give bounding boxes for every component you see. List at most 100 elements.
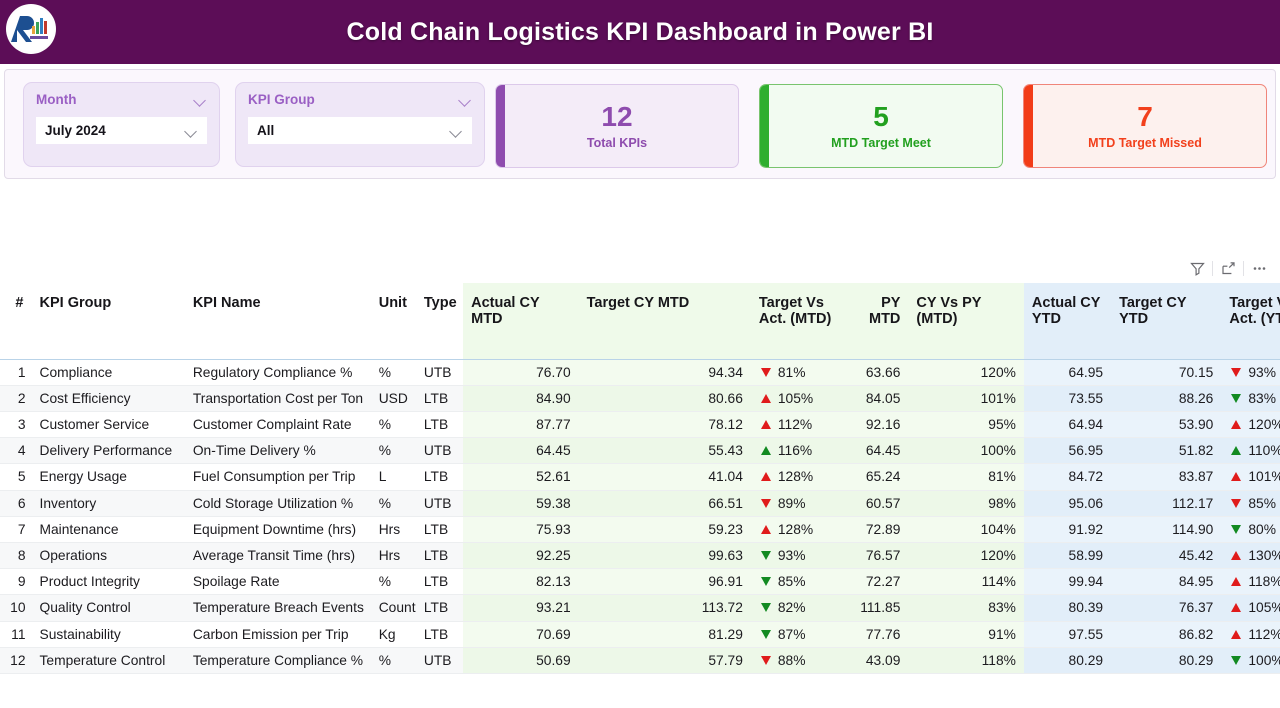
slicer-month[interactable]: Month July 2024 <box>23 82 220 167</box>
toolbar-divider <box>1212 260 1213 276</box>
cell-target-cy-mtd: 80.66 <box>578 385 751 412</box>
delta-value: 128% <box>777 521 814 537</box>
table-row[interactable]: 8 Operations Average Transit Time (hrs) Hrs… <box>0 542 1280 570</box>
cell-target-vs-act-mtd: 89% <box>750 490 846 517</box>
cell-target-vs-act-mtd: 85% <box>750 568 846 596</box>
cell-kpi-group: Maintenance <box>31 516 185 543</box>
more-options-icon[interactable] <box>1246 255 1272 281</box>
cell-target-cy-mtd: 55.43 <box>578 437 751 465</box>
cell-actual-cy-ytd: 95.06 <box>1023 490 1112 517</box>
triangle-up-icon <box>760 472 771 482</box>
column-header-target-cy-mtd[interactable]: Target CY MTD <box>578 283 751 360</box>
table-row[interactable]: 5 Energy Usage Fuel Consumption per Trip L L… <box>0 463 1280 491</box>
cell-type: LTB <box>415 516 464 543</box>
kpi-card-label: MTD Target Meet <box>831 135 931 150</box>
cell-type: UTB <box>415 437 464 465</box>
focus-mode-icon[interactable] <box>1215 255 1241 281</box>
cell-actual-cy-mtd: 64.45 <box>463 437 579 465</box>
cell-unit: L <box>370 463 416 491</box>
cell-target-cy-mtd: 113.72 <box>578 594 751 622</box>
cell-cy-vs-py-mtd: 91% <box>908 621 1024 648</box>
cell-kpi-name: Temperature Breach Events <box>184 594 371 622</box>
cell-target-vs-act-ytd: 110% <box>1221 437 1280 465</box>
cell-cy-vs-py-mtd: 100% <box>908 437 1024 465</box>
cell-target-vs-act-ytd: 80% <box>1221 516 1280 543</box>
table-row[interactable]: 1 Compliance Regulatory Compliance %% UTB 76… <box>0 359 1280 386</box>
triangle-down-icon <box>760 655 771 665</box>
triangle-down-icon <box>760 367 771 377</box>
column-header-actual-cy-ytd[interactable]: Actual CY YTD <box>1023 283 1112 360</box>
chevron-down-icon[interactable] <box>185 127 198 135</box>
triangle-down-icon <box>760 498 771 508</box>
cell-kpi-name: Regulatory Compliance % <box>184 359 371 386</box>
cell-actual-cy-mtd: 75.93 <box>463 516 579 543</box>
column-header-kpi-name[interactable]: KPI Name <box>184 283 371 360</box>
kpi-card-mtd-target-meet[interactable]: 5 MTD Target Meet <box>759 84 1003 168</box>
cell-kpi-name: Fuel Consumption per Trip <box>184 463 371 491</box>
cell-target-vs-act-mtd: 81% <box>750 359 846 386</box>
chevron-down-icon[interactable] <box>194 96 207 104</box>
chevron-down-icon[interactable] <box>450 127 463 135</box>
table-row[interactable]: 12 Temperature Control Temperature Complia… <box>0 647 1280 674</box>
kpi-card-mtd-target-missed[interactable]: 7 MTD Target Missed <box>1023 84 1267 168</box>
table-row[interactable]: 11 Sustainability Carbon Emission per Trip… <box>0 621 1280 648</box>
column-header-py-mtd[interactable]: PY MTD <box>845 283 909 360</box>
cell-kpi-name: Equipment Downtime (hrs) <box>184 516 371 543</box>
cell-kpi-group: Temperature Control <box>31 647 185 674</box>
filter-icon[interactable] <box>1184 255 1210 281</box>
cell-index: 2 <box>0 385 32 412</box>
column-header-target-cy-ytd[interactable]: Target CY YTD <box>1111 283 1222 360</box>
triangle-up-icon <box>760 524 771 534</box>
card-accent-bar <box>760 85 769 167</box>
cell-kpi-group: Inventory <box>31 490 185 517</box>
column-header-unit[interactable]: Unit <box>370 283 416 360</box>
delta-value: 118% <box>1248 574 1280 590</box>
cell-type: LTB <box>415 594 464 622</box>
column-header-kpi-group[interactable]: KPI Group <box>31 283 185 360</box>
card-accent-bar <box>1024 85 1033 167</box>
triangle-down-icon <box>1231 393 1242 403</box>
column-header-type[interactable]: Type <box>415 283 464 360</box>
page-title: Cold Chain Logistics KPI Dashboard in Po… <box>346 17 934 46</box>
cell-kpi-name: Carbon Emission per Trip <box>184 621 371 648</box>
column-header-target-vs-act-mtd[interactable]: Target Vs Act. (MTD) <box>750 283 846 360</box>
slicer-kpi-group[interactable]: KPI Group All <box>235 82 485 167</box>
cell-actual-cy-mtd: 92.25 <box>463 542 579 570</box>
cell-index: 4 <box>0 437 32 465</box>
slicer-month-header: Month <box>36 92 207 107</box>
slicer-kpi-group-value: All <box>257 123 275 138</box>
kpi-card-value: 12 <box>601 101 633 133</box>
cell-cy-vs-py-mtd: 104% <box>908 516 1024 543</box>
slicer-kpi-group-dropdown[interactable]: All <box>248 117 472 144</box>
cell-target-cy-ytd: 76.37 <box>1111 594 1222 622</box>
cell-kpi-group: Quality Control <box>31 594 185 622</box>
cell-actual-cy-ytd: 91.92 <box>1023 516 1112 543</box>
table-row[interactable]: 2 Cost Efficiency Transportation Cost per … <box>0 385 1280 412</box>
column-header-target-vs-act-ytd[interactable]: Target Vs Act. (YTD) <box>1221 283 1280 360</box>
delta-value: 81% <box>777 364 806 380</box>
report-canvas: Month July 2024 KPI Group All 12 Total K… <box>0 69 1280 708</box>
slicer-month-dropdown[interactable]: July 2024 <box>36 117 207 144</box>
cell-target-cy-mtd: 66.51 <box>578 490 751 517</box>
cell-target-vs-act-mtd: 93% <box>750 542 846 570</box>
table-row[interactable]: 3 Customer Service Customer Complaint Rate… <box>0 411 1280 439</box>
column-header-actual-cy-mtd[interactable]: Actual CY MTD <box>463 283 579 360</box>
cell-cy-vs-py-mtd: 120% <box>908 359 1024 386</box>
table-row[interactable]: 10 Quality Control Temperature Breach Even… <box>0 594 1280 622</box>
cell-target-vs-act-ytd: 105% <box>1221 594 1280 622</box>
table-row[interactable]: 9 Product Integrity Spoilage Rate% LTB 82.13… <box>0 568 1280 596</box>
chevron-down-icon[interactable] <box>459 96 472 104</box>
cell-actual-cy-ytd: 80.39 <box>1023 594 1112 622</box>
cell-py-mtd: 65.24 <box>845 463 909 491</box>
column-header-cy-vs-py-mtd[interactable]: CY Vs PY (MTD) <box>908 283 1024 360</box>
cell-unit: Hrs <box>370 542 416 570</box>
cell-kpi-group: Cost Efficiency <box>31 385 185 412</box>
table-row[interactable]: 6 Inventory Cold Storage Utilization %% UTB… <box>0 490 1280 517</box>
cell-target-cy-ytd: 88.26 <box>1111 385 1222 412</box>
delta-value: 105% <box>1248 600 1280 616</box>
kpi-card-total-kpis[interactable]: 12 Total KPIs <box>495 84 739 168</box>
toolbar-divider <box>1243 260 1244 276</box>
table-row[interactable]: 4 Delivery Performance On-Time Delivery %%… <box>0 437 1280 465</box>
column-header-index[interactable]: # <box>0 283 32 360</box>
table-row[interactable]: 7 Maintenance Equipment Downtime (hrs) Hrs L… <box>0 516 1280 543</box>
